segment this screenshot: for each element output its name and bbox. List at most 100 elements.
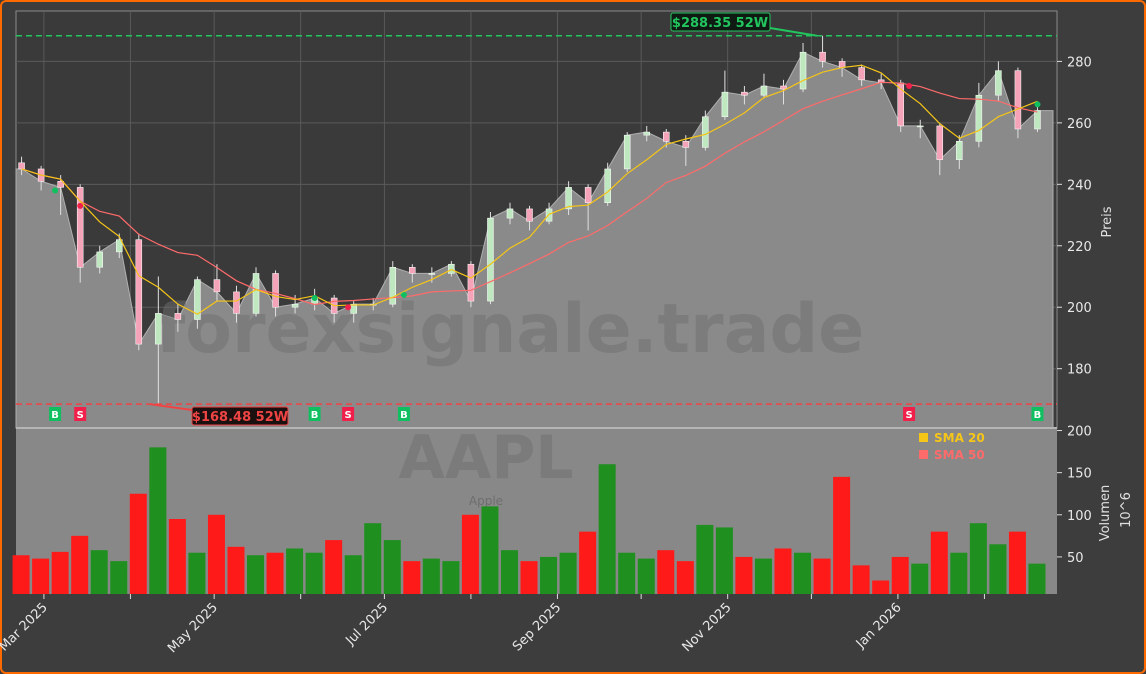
candle-body	[916, 125, 924, 128]
volume-bar	[735, 556, 753, 594]
volume-bar	[168, 519, 186, 594]
candle-body	[155, 313, 162, 345]
signal-label: S	[905, 410, 912, 421]
candle-body	[663, 131, 670, 142]
volume-bar	[286, 548, 304, 594]
volume-bar	[833, 476, 851, 594]
volume-bar	[305, 552, 323, 594]
legend-label: SMA 20	[934, 431, 985, 445]
volume-bar	[872, 580, 890, 594]
volume-bar	[852, 565, 870, 594]
volume-bar	[637, 558, 655, 594]
volume-bar	[227, 546, 245, 594]
low-52w-box	[191, 406, 289, 426]
volume-bar	[676, 561, 694, 594]
volume-bar	[715, 527, 733, 594]
candle-body	[682, 141, 690, 148]
volume-bar	[325, 540, 343, 594]
volume-bar	[1028, 563, 1046, 594]
volume-tick-label: 200	[1067, 425, 1092, 440]
signal-dot	[1034, 101, 1041, 108]
candle-body	[799, 51, 807, 90]
close-area	[15, 51, 1054, 429]
candle-body	[252, 273, 260, 314]
candle-body	[721, 91, 729, 117]
volume-bar	[813, 558, 831, 594]
candle-body	[838, 61, 846, 68]
candle-body	[526, 208, 533, 222]
volume-tick-label: 150	[1067, 467, 1092, 482]
price-axis-label: Preis	[1100, 206, 1115, 237]
volume-bar	[891, 556, 909, 594]
candle-body	[291, 303, 299, 308]
x-tick-label: Nov 2025	[680, 600, 735, 655]
high-52w-box	[670, 12, 771, 32]
candle-body	[506, 208, 514, 219]
candle-body	[1034, 110, 1041, 130]
signal-dot	[311, 295, 318, 302]
sma-20-line	[21, 64, 1038, 315]
legend-label: SMA 50	[934, 448, 985, 462]
high-52w-label: $288.35 52W	[672, 16, 768, 31]
volume-bar	[90, 550, 108, 594]
volume-bar	[442, 561, 460, 594]
candle-body	[995, 70, 1002, 96]
candle-body	[135, 239, 143, 345]
signal-dot	[906, 82, 913, 89]
candle-body	[174, 313, 182, 320]
price-tick-label: 260	[1067, 117, 1092, 132]
x-tick-label: Mar 2025	[0, 600, 51, 654]
volume-bar	[618, 552, 636, 594]
legend-swatch	[919, 450, 928, 459]
candle-body	[936, 125, 944, 160]
candle-body	[643, 131, 650, 136]
volume-bar	[911, 563, 929, 594]
signal-dot	[77, 202, 84, 209]
x-tick-label: Jan 2026	[853, 600, 905, 652]
volume-bar	[247, 555, 265, 594]
signal-label: B	[1034, 410, 1042, 421]
candle-body	[623, 134, 631, 170]
signal-label: B	[311, 410, 319, 421]
volume-bar	[950, 552, 968, 594]
candle-body	[975, 94, 983, 142]
candle-body	[702, 116, 709, 148]
volume-bar	[520, 561, 538, 594]
sell-signal-marker	[74, 407, 87, 421]
x-tick-label: May 2025	[165, 600, 221, 656]
candle-body	[584, 187, 592, 204]
candle-body	[194, 279, 201, 320]
volume-bar	[207, 514, 225, 594]
volume-unit-label: 10^6	[1119, 492, 1134, 528]
candle-body	[57, 180, 64, 188]
buy-signal-marker	[397, 407, 410, 421]
volume-bar	[383, 540, 401, 594]
signal-dot	[400, 291, 407, 298]
price-tick-label: 200	[1067, 301, 1092, 316]
volume-bar	[403, 561, 421, 594]
volume-bar	[481, 506, 499, 594]
price-tick-label: 220	[1067, 240, 1092, 255]
candle-body	[389, 267, 397, 305]
candle-body	[448, 263, 455, 274]
candle-body	[565, 187, 572, 210]
buy-signal-marker	[1031, 407, 1044, 421]
legend-swatch	[919, 433, 928, 442]
volume-bar	[559, 552, 577, 594]
signal-label: B	[51, 410, 59, 421]
volume-bar	[598, 464, 616, 594]
volume-bar	[149, 447, 167, 594]
volume-bar	[364, 523, 382, 594]
volume-bar	[579, 531, 597, 594]
candle-body	[956, 141, 963, 160]
watermark-subtitle: Apple	[469, 494, 503, 508]
volume-axis-label: Volumen	[1098, 485, 1113, 542]
candle-body	[233, 291, 240, 314]
volume-bar	[266, 552, 284, 594]
candle-body	[76, 187, 84, 268]
volume-bar	[12, 555, 30, 594]
volume-bar	[969, 523, 987, 594]
volume-bar	[754, 558, 772, 594]
volume-tick-label: 100	[1067, 509, 1092, 524]
sma-50-line	[21, 81, 1038, 306]
